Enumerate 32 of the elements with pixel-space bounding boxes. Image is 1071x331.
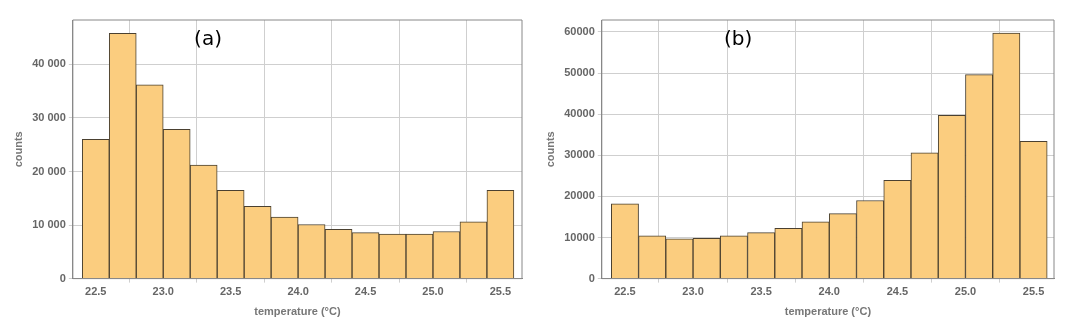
x-tick-label: 23.0 xyxy=(152,285,174,298)
x-tick-label: 25.0 xyxy=(422,285,444,298)
x-tick-label: 22.5 xyxy=(85,285,107,298)
y-tick-label: 10 000 xyxy=(32,218,66,231)
annotation: (a) xyxy=(194,26,222,51)
y-tick-label: 50000 xyxy=(564,66,595,79)
y-tick-label: 30000 xyxy=(564,148,595,161)
x-tick-label: 23.5 xyxy=(750,285,772,298)
y-tick-label: 60000 xyxy=(564,24,595,37)
x-tick-label: 23.0 xyxy=(682,285,704,298)
x-tick-label: 22.5 xyxy=(614,285,636,298)
y-tick-label: 40000 xyxy=(564,107,595,120)
y-axis-title: counts xyxy=(11,131,24,168)
y-tick-label: 20000 xyxy=(564,189,595,202)
x-tick-label: 24.0 xyxy=(287,285,309,298)
x-axis-title: temperature (°C) xyxy=(254,305,341,318)
y-tick-label: 0 xyxy=(59,271,66,284)
annotation: (b) xyxy=(723,26,753,51)
x-tick-label: 24.0 xyxy=(818,285,840,298)
x-tick-label: 23.5 xyxy=(219,285,242,298)
y-tick-label: 20 000 xyxy=(32,164,66,177)
y-tick-label: 30 000 xyxy=(32,111,66,124)
y-tick-label: 40 000 xyxy=(32,57,66,70)
x-tick-label: 25.5 xyxy=(1022,285,1045,298)
x-tick-label: 25.5 xyxy=(489,285,512,298)
y-tick-label: 0 xyxy=(588,271,595,284)
y-axis-title: counts xyxy=(543,131,556,168)
x-axis-title: temperature (°C) xyxy=(784,305,872,318)
x-tick-label: 25.0 xyxy=(954,285,977,298)
x-tick-label: 24.5 xyxy=(354,285,377,298)
x-tick-label: 24.5 xyxy=(886,285,909,298)
y-tick-label: 10000 xyxy=(564,230,595,243)
